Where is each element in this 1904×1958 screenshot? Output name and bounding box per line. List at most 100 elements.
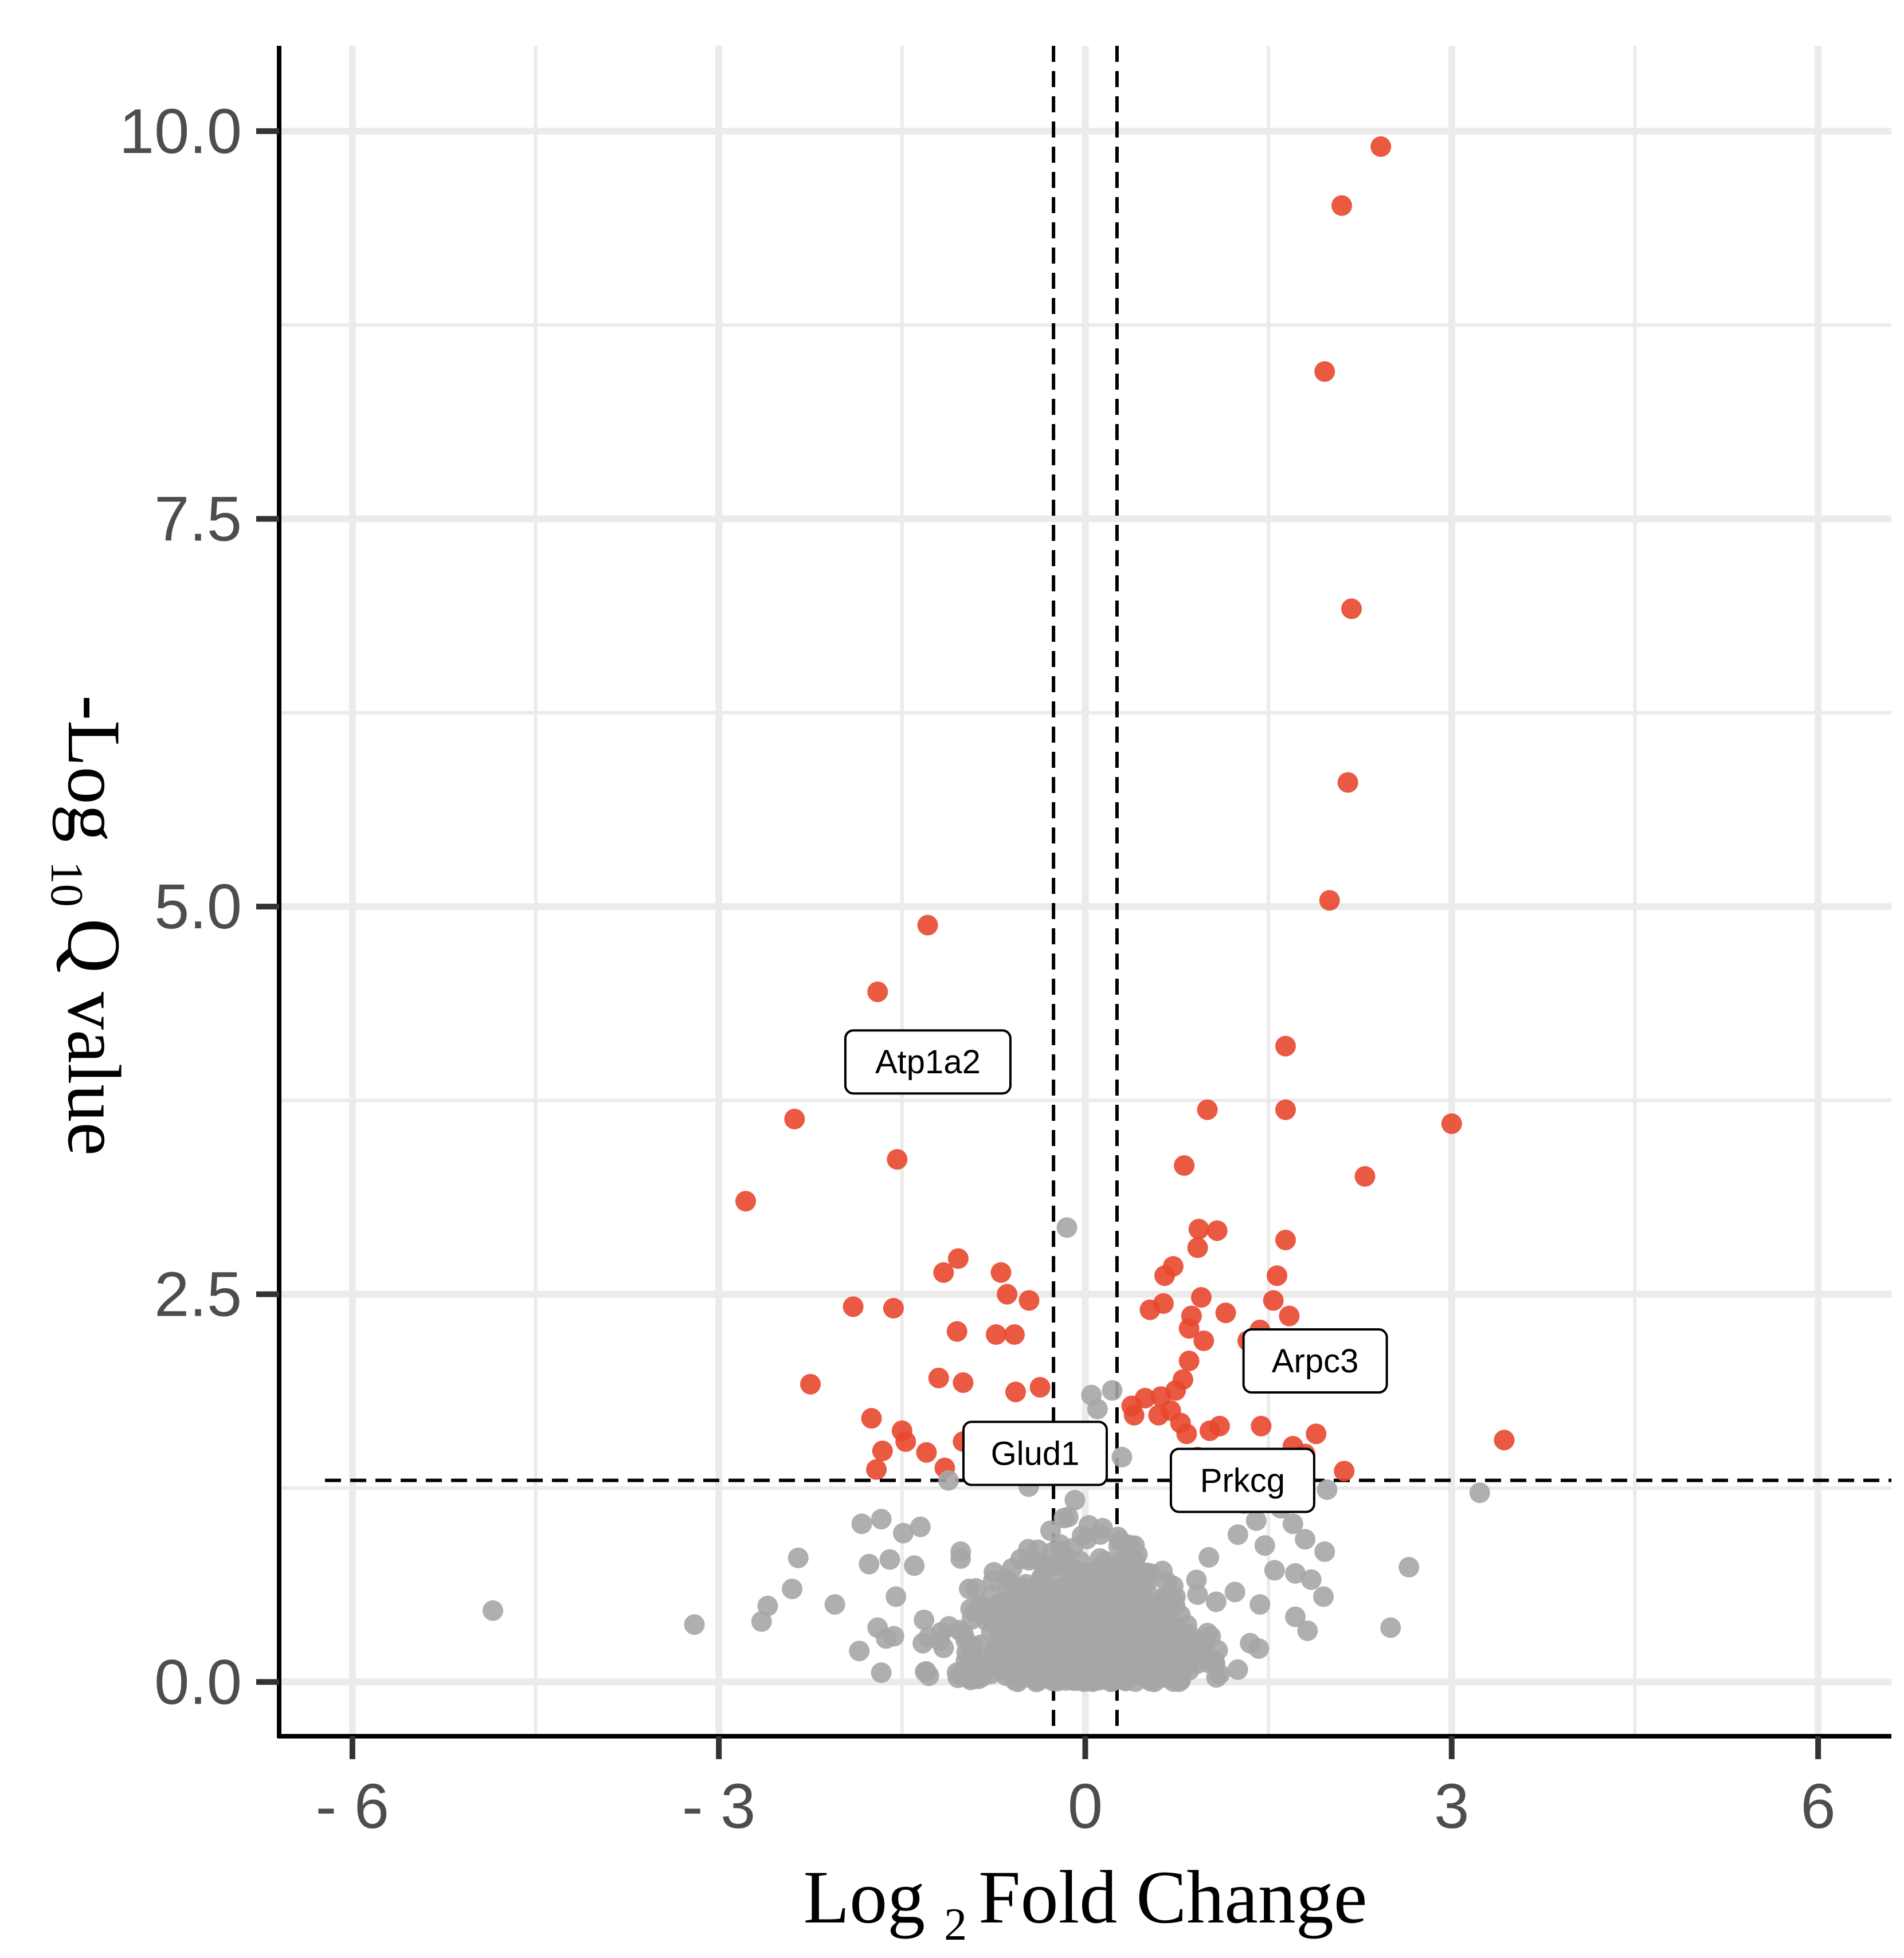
point-not-significant xyxy=(1187,1584,1208,1605)
point-significant xyxy=(933,1262,954,1283)
point-not-significant xyxy=(1314,1541,1335,1562)
gene-label: Prkcg xyxy=(1169,1447,1315,1513)
point-not-significant xyxy=(1079,1662,1100,1683)
point-significant xyxy=(1197,1099,1218,1120)
point-not-significant xyxy=(1053,1508,1075,1529)
point-not-significant xyxy=(1170,1669,1191,1690)
point-significant xyxy=(1005,1382,1027,1403)
x-tick-label: - 6 xyxy=(316,1771,389,1842)
point-significant xyxy=(872,1441,893,1462)
point-not-significant xyxy=(1147,1661,1169,1682)
gene-label-box xyxy=(844,1029,1012,1095)
point-significant xyxy=(1251,1415,1272,1437)
point-not-significant xyxy=(965,1578,986,1599)
y-axis-title-group: -Log 10 Q value xyxy=(41,695,136,1156)
point-significant xyxy=(1275,1229,1296,1250)
point-significant xyxy=(997,1284,1018,1305)
point-not-significant xyxy=(938,1470,959,1491)
point-not-significant xyxy=(1398,1557,1420,1578)
point-significant xyxy=(985,1324,1006,1345)
point-significant xyxy=(1275,1099,1296,1120)
point-not-significant xyxy=(1205,1653,1226,1674)
point-not-significant xyxy=(1152,1560,1173,1582)
point-significant xyxy=(867,981,888,1002)
point-not-significant xyxy=(1008,1590,1029,1611)
point-not-significant xyxy=(1046,1584,1067,1605)
point-significant xyxy=(1334,1461,1355,1482)
point-significant xyxy=(947,1248,969,1269)
axes: - 6 - 3 0 3 6 0.0 2.5 5.0 7.5 10.0 xyxy=(119,46,1891,1842)
y-tick-label: 2.5 xyxy=(154,1259,242,1330)
point-not-significant xyxy=(1121,1545,1142,1566)
point-significant xyxy=(866,1459,887,1480)
point-not-significant xyxy=(1285,1606,1306,1627)
point-significant xyxy=(1148,1404,1169,1426)
point-significant xyxy=(887,1149,908,1170)
point-not-significant xyxy=(968,1668,989,1689)
point-not-significant xyxy=(1037,1556,1059,1578)
point-significant xyxy=(1319,890,1340,911)
point-not-significant xyxy=(1064,1489,1086,1510)
point-not-significant xyxy=(1029,1662,1051,1684)
gene-labels: Atp1a2 Glud1 Arpc3 Prkcg xyxy=(844,1029,1388,1513)
point-significant xyxy=(1178,1351,1200,1372)
point-significant xyxy=(928,1367,949,1388)
point-significant xyxy=(1018,1290,1040,1311)
point-not-significant xyxy=(1110,1530,1131,1551)
point-significant xyxy=(1178,1318,1200,1339)
point-not-significant xyxy=(1104,1651,1126,1672)
point-not-significant xyxy=(684,1614,705,1635)
point-not-significant xyxy=(1469,1482,1490,1504)
point-not-significant xyxy=(1227,1659,1248,1680)
point-significant xyxy=(1188,1219,1209,1239)
not-significant-cloud xyxy=(883,1476,1270,1693)
point-not-significant xyxy=(1111,1446,1133,1467)
point-not-significant xyxy=(849,1641,870,1662)
point-not-significant xyxy=(1248,1638,1270,1659)
point-not-significant xyxy=(751,1611,772,1632)
point-not-significant xyxy=(1048,1659,1069,1681)
point-significant xyxy=(1331,195,1353,216)
point-not-significant xyxy=(851,1513,872,1535)
point-not-significant xyxy=(1039,1622,1060,1643)
data-points xyxy=(482,136,1515,1693)
point-not-significant xyxy=(931,1622,952,1643)
point-not-significant xyxy=(1127,1646,1149,1667)
point-not-significant xyxy=(1093,1599,1114,1620)
point-significant xyxy=(1193,1330,1215,1351)
point-not-significant xyxy=(1300,1569,1322,1590)
point-significant xyxy=(1337,772,1358,793)
y-tick-label: 5.0 xyxy=(154,872,242,942)
point-not-significant xyxy=(904,1555,925,1576)
point-not-significant xyxy=(1249,1594,1271,1615)
axis-titles: Log 2 Fold Change -Log 10 Q value xyxy=(41,695,1367,1950)
gene-label: Atp1a2 xyxy=(844,1029,1012,1095)
point-not-significant xyxy=(782,1578,803,1599)
point-not-significant xyxy=(886,1586,907,1607)
point-not-significant xyxy=(1102,1380,1123,1401)
point-not-significant xyxy=(1317,1479,1338,1500)
point-not-significant xyxy=(1056,1217,1078,1238)
gene-label: Arpc3 xyxy=(1242,1328,1388,1394)
point-not-significant xyxy=(824,1594,845,1615)
point-significant xyxy=(861,1408,882,1429)
gene-label-text: Atp1a2 xyxy=(875,1043,981,1081)
point-not-significant xyxy=(871,1662,892,1684)
point-significant xyxy=(916,1442,937,1463)
point-not-significant xyxy=(1087,1398,1108,1419)
x-tick-label: - 3 xyxy=(682,1771,755,1842)
point-not-significant xyxy=(1153,1596,1174,1617)
point-significant xyxy=(1154,1265,1176,1286)
gene-label-text: Glud1 xyxy=(991,1435,1080,1472)
point-not-significant xyxy=(1176,1614,1197,1635)
point-significant xyxy=(1174,1155,1195,1176)
gene-label-text: Arpc3 xyxy=(1272,1343,1359,1380)
point-significant xyxy=(1029,1377,1051,1398)
point-significant xyxy=(1123,1404,1145,1426)
x-tick-label: 3 xyxy=(1434,1771,1469,1842)
point-significant xyxy=(1441,1113,1462,1134)
point-not-significant xyxy=(950,1548,971,1569)
point-not-significant xyxy=(879,1549,900,1570)
y-axis-title: -Log 10 Q value xyxy=(41,695,136,1156)
